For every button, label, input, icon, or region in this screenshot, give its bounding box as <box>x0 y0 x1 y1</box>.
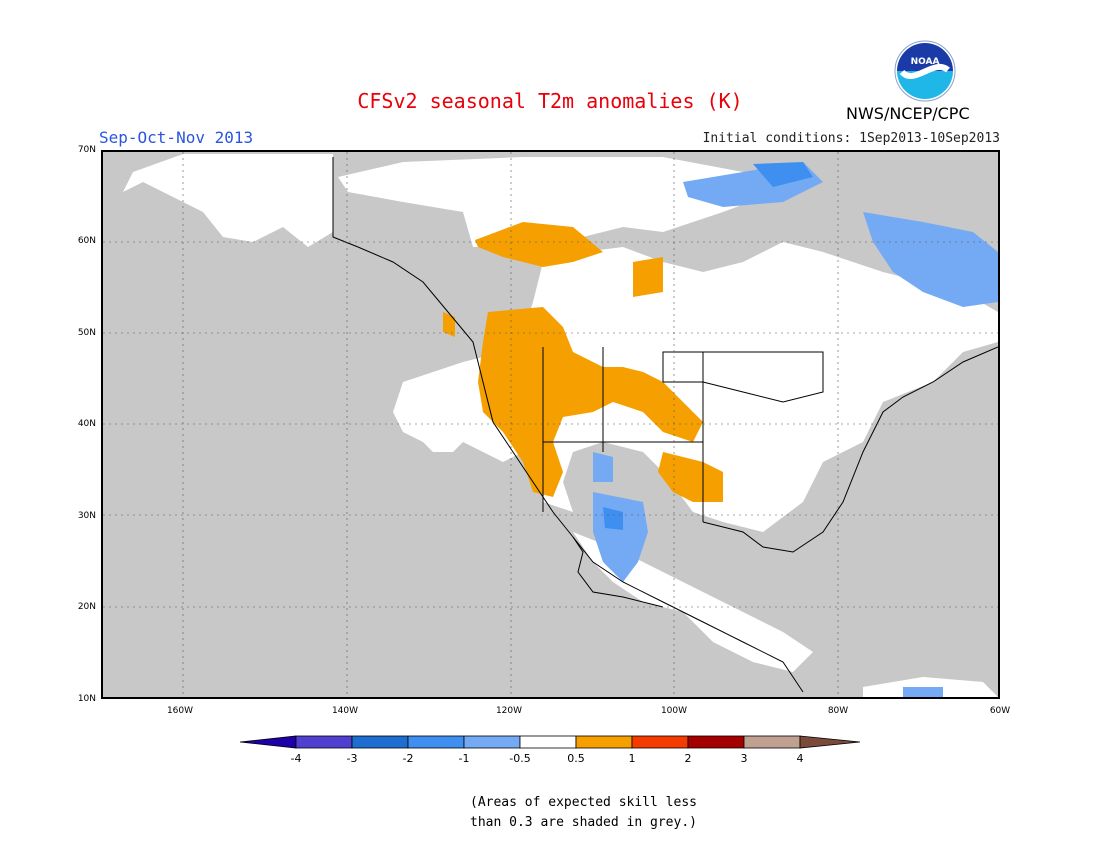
colorbar-arrow-left <box>240 735 297 749</box>
lon-label-80w: 80W <box>827 706 849 716</box>
colorbar-label: 3 <box>740 752 748 765</box>
lat-label-50n: 50N <box>77 328 96 338</box>
anomaly-map <box>101 150 1000 699</box>
footnote-line: (Areas of expected skill less <box>470 795 697 810</box>
colorbar <box>240 735 860 749</box>
lat-label-10n: 10N <box>77 694 96 704</box>
colorbar-segment <box>295 735 353 749</box>
lon-label-120w: 120W <box>495 706 523 716</box>
colorbar-label: -3 <box>346 752 358 765</box>
colorbar-segment <box>575 735 633 749</box>
lat-label-30n: 30N <box>77 511 96 521</box>
map-svg <box>103 152 998 697</box>
colorbar-label: -4 <box>290 752 302 765</box>
lon-label-100w: 100W <box>660 706 688 716</box>
cool-strong-regions <box>603 162 813 530</box>
lon-label-60w: 60W <box>989 706 1011 716</box>
colorbar-label: 4 <box>796 752 804 765</box>
lon-label-140w: 140W <box>331 706 359 716</box>
logo-text: NOAA <box>911 57 940 67</box>
skill-footnote: (Areas of expected skill less than 0.3 a… <box>470 793 730 833</box>
colorbar-segment <box>687 735 745 749</box>
organization-label: NWS/NCEP/CPC <box>846 104 970 123</box>
colorbar-label: 0.5 <box>567 752 585 765</box>
footnote-line: than 0.3 are shaded in grey.) <box>470 815 697 830</box>
colorbar-label: 1 <box>628 752 636 765</box>
colorbar-arrow-right <box>799 735 860 749</box>
noaa-logo: NOAA <box>894 40 956 102</box>
warm-anomaly-regions <box>443 222 723 502</box>
gridlines <box>103 152 998 697</box>
initial-conditions-label: Initial conditions: 1Sep2013-10Sep2013 <box>702 131 1000 146</box>
colorbar-segment <box>631 735 689 749</box>
lat-label-20n: 20N <box>77 602 96 612</box>
colorbar-segment <box>743 735 801 749</box>
colorbar-segment <box>407 735 465 749</box>
colorbar-label: -2 <box>402 752 414 765</box>
colorbar-label: -1 <box>458 752 470 765</box>
coastlines <box>332 157 998 693</box>
colorbar-label: -0.5 <box>509 752 531 765</box>
lat-label-70n: 70N <box>77 145 96 155</box>
map-title: CFSv2 seasonal T2m anomalies (K) <box>357 89 743 113</box>
colorbar-segment <box>351 735 409 749</box>
colorbar-label: 2 <box>684 752 692 765</box>
colorbar-segment <box>463 735 521 749</box>
season-label: Sep-Oct-Nov 2013 <box>99 128 254 147</box>
lon-label-160w: 160W <box>166 706 194 716</box>
colorbar-segment <box>519 735 577 749</box>
lat-label-60n: 60N <box>77 236 96 246</box>
lat-label-40n: 40N <box>77 419 96 429</box>
